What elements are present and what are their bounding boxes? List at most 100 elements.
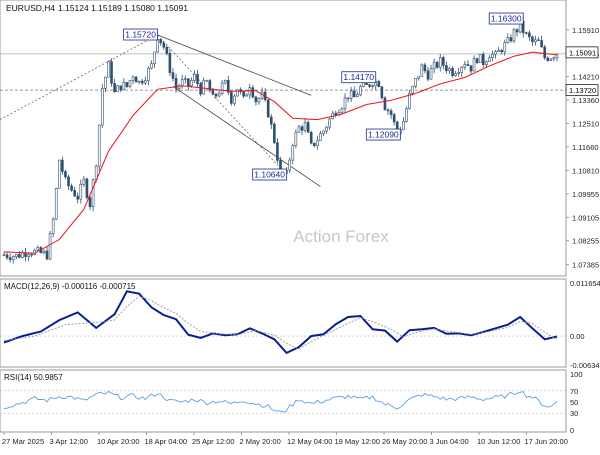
candle-body [506,37,510,43]
candle-body [180,79,184,87]
candle-body [183,78,187,80]
candle-body [236,89,239,97]
candle-body [88,197,92,207]
candle-body [110,61,113,84]
candle-body [220,82,224,94]
candle-body [254,96,258,103]
candle-body [371,85,374,87]
price-tick-label: 1.11660 [572,143,599,152]
candle-body [540,40,543,48]
candle-body [122,82,126,90]
candlesticks [2,17,559,264]
candle-body [478,54,482,63]
candle-body [368,84,371,87]
price-tick-label: 1.12510 [572,119,599,128]
candle-body [426,70,430,80]
macd-tick-label: 0.011654 [570,279,600,288]
candle-body [125,82,129,87]
candle-body [349,90,353,99]
candle-body [107,61,110,78]
candle-body [140,80,144,84]
candle-body [312,142,316,147]
price-tick-label: 1.13360 [572,96,599,105]
x-tick-label: 10 Jun 12:00 [477,437,520,446]
candle-body [137,80,141,83]
candle-body [196,73,199,84]
candle-body [85,178,89,198]
price-annotation-label: 1.14170 [343,72,374,82]
candle-body [309,132,313,144]
candle-body [214,93,218,97]
candle-body [171,72,175,79]
symbol-label: EURUSD,H4 [6,3,55,13]
candle-body [472,58,476,72]
candle-body [488,57,491,62]
candle-body [266,99,270,118]
price-tag-box [565,46,599,59]
price-annotation-box [341,71,377,84]
candle-body [494,51,497,55]
candle-body [340,108,344,113]
candle-body [42,250,46,254]
price-annotation-label: 1.16300 [491,14,522,24]
candle-body [546,57,550,61]
candle-body [509,37,513,42]
x-tick-label: 25 Apr 12:00 [192,437,235,446]
candle-body [475,58,479,63]
candle-body [451,68,454,76]
candle-body [147,67,150,81]
candle-body [491,53,494,59]
candle-body [273,123,276,143]
candle-body [405,108,408,122]
candle-body [113,82,116,93]
candle-body [306,122,310,133]
candle-body [386,109,390,112]
candle-body [469,65,473,72]
candle-body [463,64,467,68]
rsi-tick-label: 70 [570,387,578,396]
candle-body [233,95,236,104]
price-panel-frame [0,0,567,277]
candle-body [543,46,547,59]
price-annotation-label: 1.10640 [254,170,285,180]
candle-body [377,81,381,88]
price-tag-box [565,84,599,97]
candle-body [297,126,301,133]
rising-trend-line [0,34,158,120]
candle-body [30,254,33,256]
candle-body [91,179,95,207]
candle-body [82,178,86,185]
candle-body [524,32,528,34]
candle-body [442,57,445,66]
candle-body [36,247,40,251]
candle-body [257,98,261,103]
candle-body [223,80,227,84]
candle-body [288,159,292,171]
price-tick-label: 1.15910 [572,26,599,35]
candle-body [325,126,328,132]
candle-body [168,53,172,73]
candle-body [150,63,153,69]
candle-body [101,88,104,126]
candle-body [392,114,396,123]
candle-body [269,116,273,125]
candle-body [303,122,307,131]
candle-body [14,254,18,257]
candle-body [128,80,132,87]
x-tick-label: 10 Apr 20:00 [97,437,140,446]
candle-body [174,77,178,89]
price-tick-label: 1.07385 [572,261,599,270]
candle-body [193,73,196,81]
candle-body [534,39,537,43]
candle-body [162,42,166,48]
candle-body [64,171,67,178]
moving-average [3,51,558,254]
candle-body [11,256,15,261]
candle-body [211,90,215,95]
price-tick-label: 1.09105 [572,213,599,222]
candle-body [73,190,76,197]
candle-body [512,29,516,42]
candle-body [153,51,156,64]
price-tag-label: 1.15091 [569,48,596,57]
candle-body [21,252,24,258]
